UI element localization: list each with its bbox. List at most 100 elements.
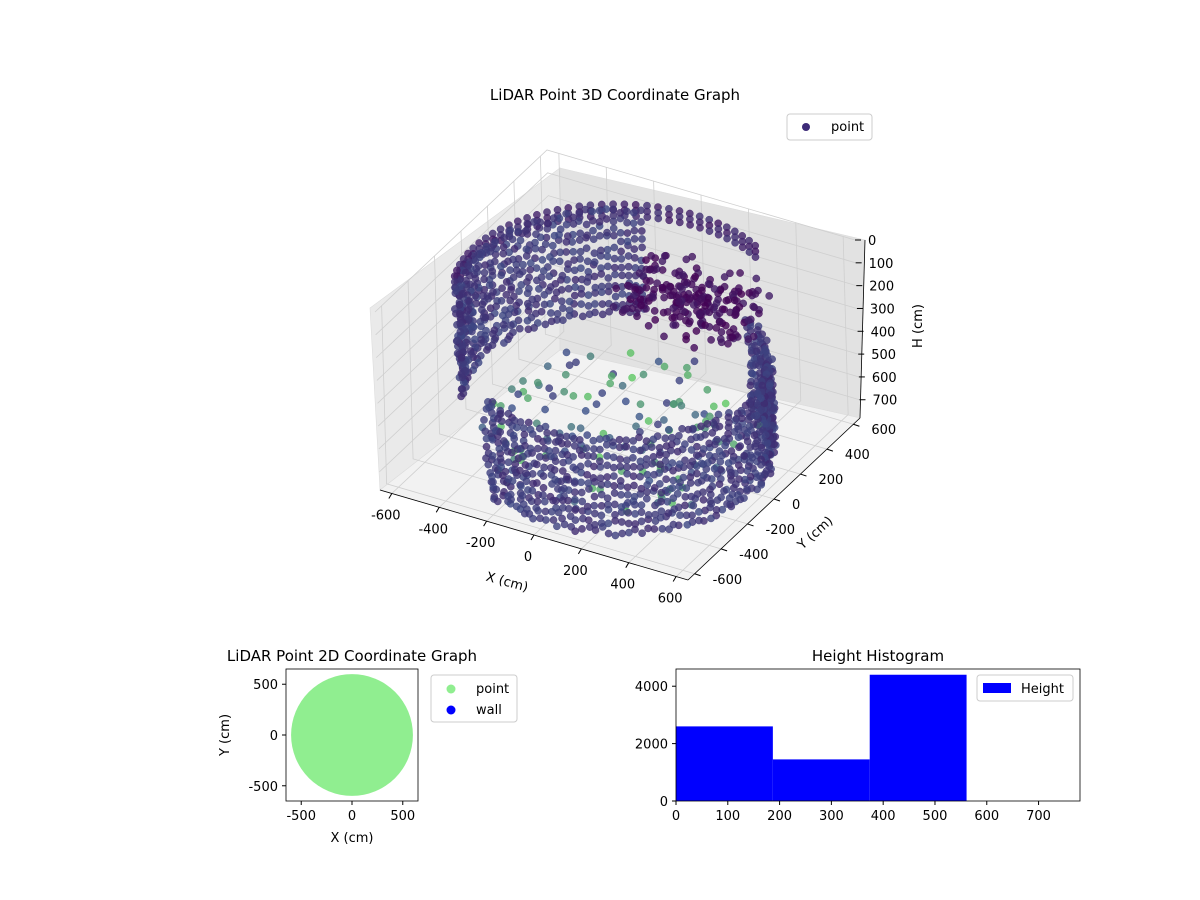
point-3d (486, 304, 495, 313)
point-3d (636, 400, 645, 409)
point-3d (562, 220, 571, 229)
y-tick-mark-3d (747, 523, 754, 527)
point-3d (658, 283, 667, 292)
point-3d (564, 260, 572, 268)
point-3d (623, 218, 631, 227)
point-3d (677, 401, 686, 410)
point-3d (637, 484, 646, 493)
point-3d (609, 438, 617, 446)
point-3d (547, 317, 556, 326)
point-3d (698, 283, 706, 292)
x-tick-label-2d: -500 (286, 809, 316, 824)
point-3d (523, 316, 532, 325)
point-3d (617, 237, 625, 246)
point-3d (569, 463, 578, 472)
point-3d (456, 327, 465, 336)
point-3d (658, 257, 667, 266)
hist-bars (676, 674, 967, 801)
legend-2d-label-wall: wall (476, 703, 502, 718)
point-3d (724, 339, 732, 348)
point-3d (604, 529, 613, 538)
point-3d (554, 485, 562, 493)
point-3d (617, 247, 625, 256)
point-3d (750, 431, 759, 440)
point-3d (611, 292, 620, 301)
point-3d (630, 208, 638, 217)
x-tick-label-3d: 0 (524, 550, 532, 565)
point-3d (564, 496, 572, 505)
point-3d (591, 509, 599, 518)
point-3d (618, 518, 626, 526)
point-3d (529, 514, 537, 523)
point-3d (637, 206, 645, 215)
point-3d (562, 348, 571, 357)
point-3d (736, 269, 744, 277)
plot-frame-hist (675, 668, 1081, 802)
point-3d (586, 352, 595, 361)
point-3d (630, 245, 639, 253)
point-3d (717, 328, 726, 336)
z-tick-label-3d: 700 (872, 394, 897, 409)
point-3d (570, 479, 579, 487)
point-3d (513, 423, 521, 432)
point-3d (522, 227, 530, 235)
point-3d (696, 223, 704, 232)
point-3d (656, 480, 664, 488)
point-3d (565, 306, 574, 315)
point-3d (624, 271, 633, 280)
point-3d (482, 442, 491, 451)
point-3d (746, 381, 755, 390)
point-3d (611, 510, 619, 519)
point-3d (688, 457, 697, 466)
point-3d (477, 322, 485, 331)
point-3d (765, 292, 774, 300)
point-3d (650, 285, 658, 294)
point-3d (611, 263, 619, 272)
point-3d (710, 285, 719, 293)
legend-3d-marker (802, 123, 810, 131)
point-3d (501, 467, 510, 476)
y-tick-label-2d: -500 (248, 780, 278, 795)
point-3d (559, 467, 567, 475)
point-3d (550, 466, 559, 474)
point-3d (655, 443, 664, 452)
point-3d (615, 443, 624, 452)
point-3d (524, 394, 532, 403)
point-3d (502, 440, 510, 449)
point-3d (623, 207, 631, 216)
point-3d (682, 511, 691, 520)
point-3d (531, 244, 540, 253)
point-3d (625, 528, 633, 537)
point-3d (603, 228, 611, 237)
point-3d (706, 497, 715, 506)
point-3d (668, 459, 677, 467)
point-3d (691, 272, 700, 281)
z-axis-line (859, 239, 866, 419)
point-3d (721, 441, 729, 450)
point-3d (636, 457, 645, 466)
point-3d (633, 312, 641, 321)
point-3d (682, 316, 690, 325)
point-3d (491, 334, 500, 342)
point-3d (675, 431, 683, 440)
point-3d (567, 422, 576, 431)
point-3d (720, 273, 729, 281)
point-3d (695, 309, 704, 318)
point-3d (644, 321, 653, 330)
point-3d (669, 476, 678, 485)
x-tick-mark-3d (530, 534, 535, 541)
point-3d (603, 480, 612, 489)
point-3d (464, 305, 473, 313)
legend-hist: Height (976, 674, 1074, 702)
point-3d (637, 508, 646, 517)
point-3d (630, 291, 638, 300)
point-3d (731, 238, 739, 247)
point-3d (735, 303, 744, 311)
point-3d (720, 487, 728, 495)
point-3d (604, 262, 612, 271)
point-3d (687, 446, 696, 454)
legend-2d: point wall (430, 674, 518, 723)
point-3d (595, 206, 604, 215)
point-3d (644, 511, 653, 519)
y-tick-label-3d: 0 (792, 498, 800, 513)
